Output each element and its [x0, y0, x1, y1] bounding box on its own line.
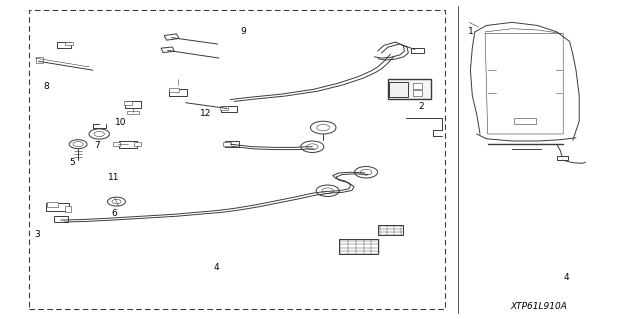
Bar — [46, 204, 69, 211]
Bar — [127, 111, 139, 114]
Bar — [413, 83, 422, 89]
Text: 10: 10 — [115, 118, 126, 127]
Bar — [388, 79, 431, 99]
Text: 4: 4 — [564, 273, 569, 282]
Bar — [47, 203, 58, 207]
Bar — [134, 142, 141, 146]
Bar — [389, 82, 408, 97]
Text: 8: 8 — [44, 82, 49, 91]
Bar — [339, 239, 378, 254]
Bar — [29, 10, 445, 309]
Bar — [119, 141, 137, 148]
Text: 11: 11 — [108, 173, 120, 182]
Bar — [220, 106, 228, 110]
Bar — [125, 101, 141, 108]
Bar — [169, 89, 187, 96]
Bar — [221, 106, 237, 112]
Bar — [378, 225, 403, 235]
Text: 12: 12 — [200, 109, 212, 118]
Text: 7: 7 — [95, 141, 100, 150]
Bar — [54, 216, 68, 222]
Text: 3: 3 — [35, 230, 40, 239]
Bar — [413, 90, 422, 96]
Bar — [124, 100, 132, 105]
Bar — [113, 142, 120, 146]
Bar — [65, 206, 71, 212]
Bar — [57, 42, 71, 48]
Bar — [411, 48, 424, 53]
Bar — [169, 88, 179, 92]
Text: 2: 2 — [419, 102, 424, 111]
Bar — [161, 47, 174, 53]
Text: 4: 4 — [214, 263, 219, 272]
Text: XTP61L910A: XTP61L910A — [511, 302, 567, 311]
Bar — [65, 42, 73, 45]
Bar — [514, 118, 536, 124]
Bar — [36, 57, 43, 63]
Bar — [223, 142, 231, 146]
Bar — [164, 34, 179, 40]
Text: 6: 6 — [111, 209, 116, 218]
Text: 5: 5 — [69, 158, 74, 167]
Bar — [557, 156, 568, 160]
Text: 1: 1 — [468, 27, 473, 36]
Bar — [225, 141, 239, 147]
Text: 9: 9 — [241, 27, 246, 36]
